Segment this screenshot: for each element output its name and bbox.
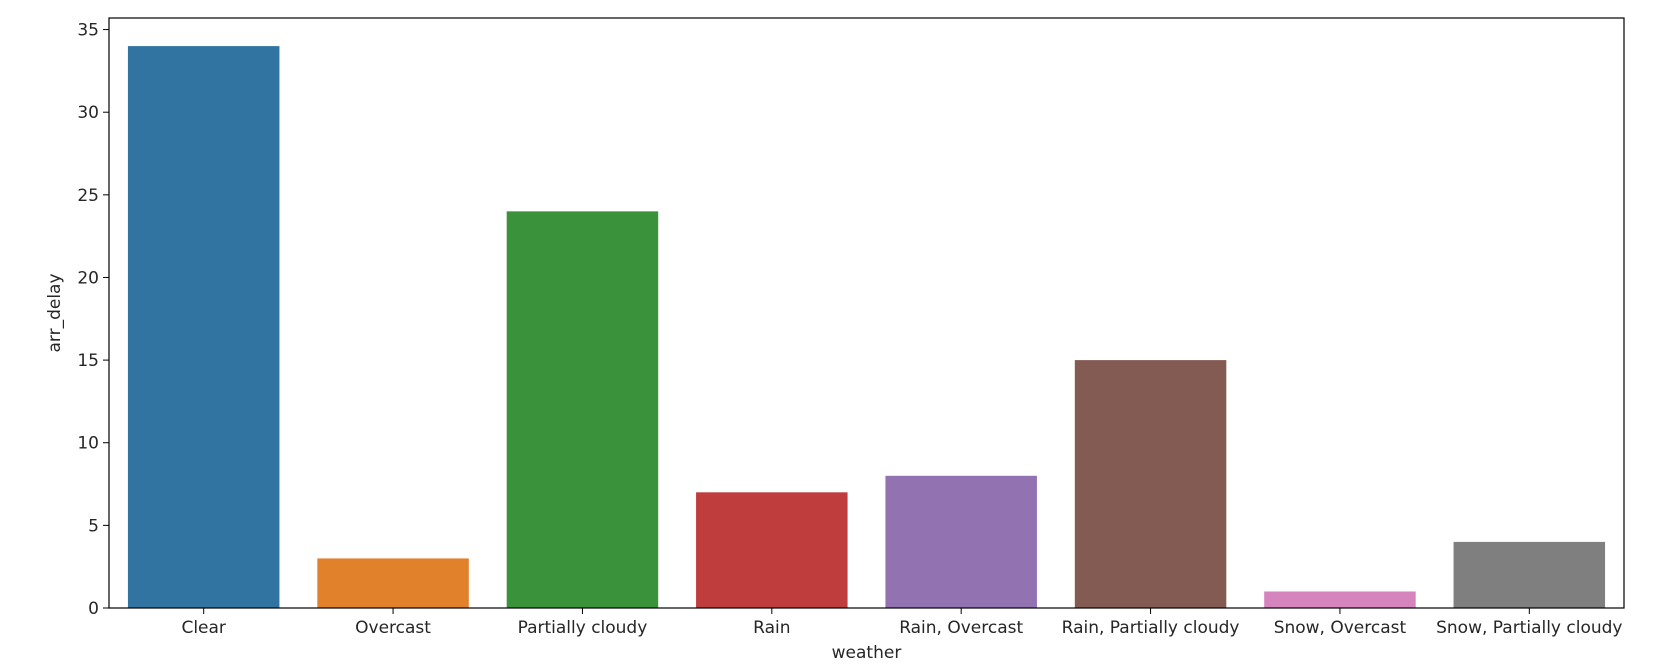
y-tick-label: 20: [77, 268, 99, 288]
bar-partially-cloudy: [506, 211, 659, 609]
x-axis-label: weather: [832, 643, 902, 663]
y-tick-label: 25: [77, 186, 99, 206]
x-tick-label: Snow, Partially cloudy: [1436, 618, 1622, 638]
x-tick-label: Snow, Overcast: [1274, 618, 1407, 638]
x-tick-label: Partially cloudy: [518, 618, 648, 638]
y-axis-label: arr_delay: [45, 273, 65, 352]
bar-rain-partially-cloudy: [1074, 360, 1227, 608]
plot-frame: [108, 17, 1625, 609]
bar-rain-overcast: [885, 475, 1037, 608]
x-tick-label: Rain: [753, 618, 790, 638]
y-axis: 0 5 10 15 20 25 30 35: [77, 21, 109, 619]
bar-rain: [696, 492, 848, 608]
bar-overcast: [317, 558, 469, 608]
x-tick-label: Overcast: [355, 618, 431, 638]
bar-snow-partially-cloudy: [1453, 541, 1606, 608]
bar-clear: [127, 46, 280, 609]
y-tick-label: 35: [77, 21, 99, 41]
bar-snow-overcast: [1264, 591, 1416, 608]
x-axis: Clear Overcast Partially cloudy Rain Rain, O…: [181, 608, 1623, 638]
x-tick-label: Rain, Partially cloudy: [1062, 618, 1240, 638]
y-tick-label: 5: [88, 516, 99, 536]
y-tick-label: 30: [77, 103, 99, 123]
y-tick-label: 15: [77, 351, 99, 371]
x-tick-label: Clear: [181, 618, 225, 638]
x-tick-label: Rain, Overcast: [899, 618, 1023, 638]
y-tick-label: 10: [77, 434, 99, 454]
y-tick-label: 0: [88, 599, 99, 619]
bars-group: [127, 46, 1606, 609]
